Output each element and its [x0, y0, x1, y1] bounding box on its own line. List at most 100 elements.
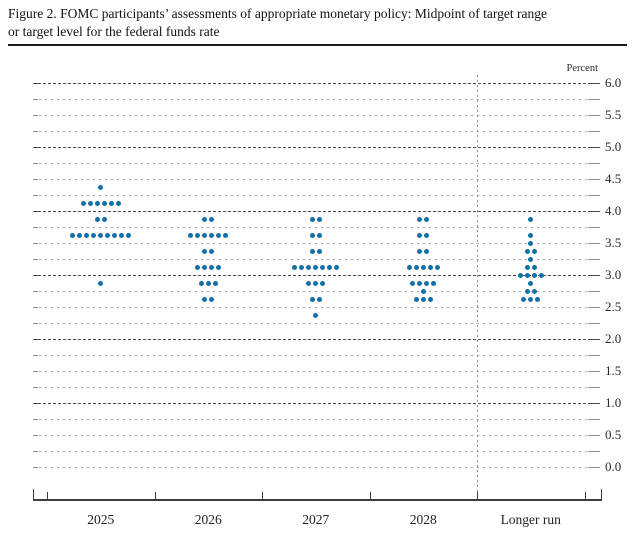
- projection-dot-longer-run-3.5: [528, 241, 534, 246]
- longer-run-separator: [477, 75, 478, 499]
- gridline-left-tick: [33, 419, 38, 420]
- gridline-4.00pct: [33, 211, 600, 212]
- gridline-left-tick: [33, 451, 38, 452]
- gridline-left-tick: [33, 83, 38, 84]
- projection-dot-2026-3.375: [209, 249, 215, 254]
- projection-dot-2027-2.875: [313, 281, 319, 286]
- y-tick-label: 0.0: [605, 459, 622, 474]
- projection-dot-2025-4.125: [80, 201, 86, 206]
- gridline-right-tick: [588, 435, 600, 436]
- x-axis-right-cap: [601, 489, 602, 499]
- gridline-left-tick: [33, 99, 38, 100]
- gridline-6.00pct: [33, 83, 600, 84]
- projection-dot-longer-run-2.75: [531, 289, 537, 294]
- gridline-right-tick: [588, 115, 600, 116]
- projection-dot-2028-3.625: [424, 233, 430, 238]
- projection-dot-2026-3.125: [202, 265, 208, 270]
- gridline-left-tick: [33, 275, 38, 276]
- projection-dot-longer-run-3.125: [531, 265, 537, 270]
- projection-dot-2026-2.875: [205, 281, 211, 286]
- gridline-5.50pct: [33, 115, 600, 116]
- gridline-left-tick: [33, 211, 38, 212]
- gridline-right-tick: [588, 355, 600, 356]
- projection-dot-2025-4.125: [87, 201, 93, 206]
- projection-dot-2025-4.125: [108, 201, 114, 206]
- projection-dot-2025-3.875: [101, 217, 107, 222]
- gridline-2.00pct: [33, 339, 600, 340]
- projection-dot-2026-3.125: [209, 265, 215, 270]
- projection-dot-2026-3.625: [188, 233, 194, 238]
- projection-dot-2027-2.625: [316, 297, 322, 302]
- projection-dot-2026-3.375: [202, 249, 208, 254]
- projection-dot-2025-3.625: [70, 233, 76, 238]
- x-axis-tick: [47, 492, 48, 499]
- gridline-right-tick: [588, 147, 600, 148]
- gridline-right-tick: [588, 387, 600, 388]
- figure-title-line2: or target level for the federal funds ra…: [8, 24, 220, 39]
- projection-dot-longer-run-2.875: [528, 281, 534, 286]
- gridline-1.00pct: [33, 403, 600, 404]
- gridline-right-tick: [588, 99, 600, 100]
- projection-dot-2026-3.625: [195, 233, 201, 238]
- gridline-right-tick: [588, 83, 600, 84]
- y-axis-unit-label: Percent: [566, 63, 599, 74]
- gridline-left-tick: [33, 195, 38, 196]
- gridline-left-tick: [33, 435, 38, 436]
- figure-title: Figure 2. FOMC participants’ assessments…: [8, 5, 628, 41]
- gridline-right-tick: [588, 291, 600, 292]
- projection-dot-2026-2.625: [209, 297, 215, 302]
- projection-dot-longer-run-3: [524, 273, 530, 278]
- gridline-right-tick: [588, 371, 600, 372]
- y-tick-label: 2.0: [605, 331, 622, 346]
- x-category-label: 2026: [194, 512, 222, 527]
- x-category-label: 2025: [87, 512, 115, 527]
- projection-dot-longer-run-3.875: [528, 217, 534, 222]
- projection-dot-2028-2.625: [413, 297, 419, 302]
- gridline-2.75pct: [33, 291, 600, 292]
- projection-dot-2027-3.125: [334, 265, 340, 270]
- y-tick-label: 3.0: [605, 267, 622, 282]
- projection-dot-2027-3.125: [327, 265, 333, 270]
- gridline-left-tick: [33, 387, 38, 388]
- projection-dot-2025-3.625: [98, 233, 104, 238]
- gridline-right-tick: [588, 451, 600, 452]
- gridline-right-tick: [588, 275, 600, 276]
- projection-dot-2025-3.625: [84, 233, 90, 238]
- projection-dot-2028-2.75: [420, 289, 426, 294]
- projection-dot-longer-run-3.375: [531, 249, 537, 254]
- projection-dot-longer-run-3: [538, 273, 544, 278]
- gridline-right-tick: [588, 195, 600, 196]
- y-tick-label: 4.5: [605, 171, 622, 186]
- y-tick-label: 3.5: [605, 235, 622, 250]
- projection-dot-2026-3.625: [209, 233, 215, 238]
- gridline-left-tick: [33, 339, 38, 340]
- gridline-1.75pct: [33, 355, 600, 356]
- projection-dot-2025-3.625: [91, 233, 97, 238]
- x-axis-tick: [262, 492, 263, 499]
- gridline-left-tick: [33, 403, 38, 404]
- projection-dot-2027-3.875: [309, 217, 315, 222]
- gridline-3.50pct: [33, 243, 600, 244]
- y-tick-label: 1.5: [605, 363, 622, 378]
- projection-dot-2028-2.875: [417, 281, 423, 286]
- projection-dot-2027-2.375: [313, 313, 319, 318]
- gridline-5.75pct: [33, 99, 600, 100]
- gridline-right-tick: [588, 419, 600, 420]
- projection-dot-2025-3.625: [105, 233, 111, 238]
- projection-dot-longer-run-3: [531, 273, 537, 278]
- projection-dot-2028-2.875: [410, 281, 416, 286]
- projection-dot-2026-3.125: [216, 265, 222, 270]
- projection-dot-2025-3.625: [112, 233, 118, 238]
- y-tick-label: 0.5: [605, 427, 622, 442]
- gridline-right-tick: [588, 403, 600, 404]
- projection-dot-2027-2.625: [309, 297, 315, 302]
- figure-title-line1: Figure 2. FOMC participants’ assessments…: [8, 6, 548, 21]
- projection-dot-2028-2.625: [420, 297, 426, 302]
- gridline-left-tick: [33, 179, 38, 180]
- gridline-left-tick: [33, 131, 38, 132]
- projection-dot-2027-3.625: [316, 233, 322, 238]
- projection-dot-2028-3.125: [420, 265, 426, 270]
- projection-dot-2025-4.125: [115, 201, 121, 206]
- title-rule: [8, 44, 627, 46]
